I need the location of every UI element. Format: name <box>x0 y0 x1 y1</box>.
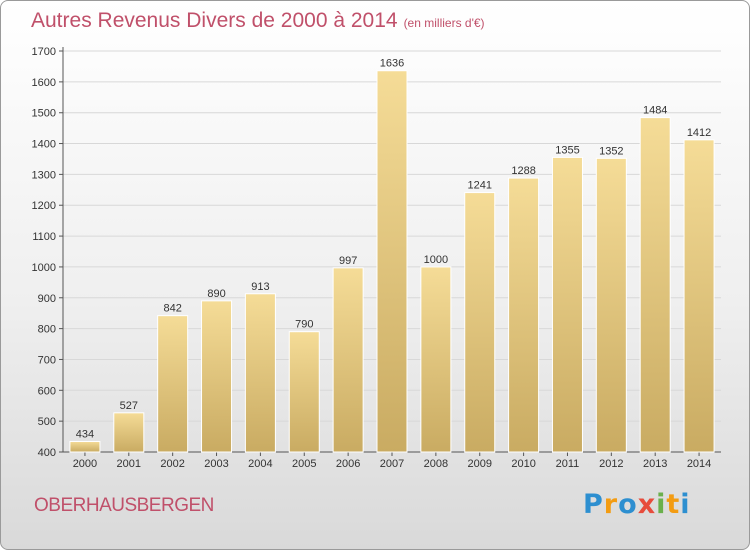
x-tick-label-2008: 2008 <box>424 458 448 470</box>
logo-letter: o <box>618 489 638 520</box>
value-label-2009: 1241 <box>467 180 491 192</box>
x-tick-label-2013: 2013 <box>643 458 667 470</box>
y-tick-label: 400 <box>38 447 56 459</box>
bar-2006 <box>332 267 364 453</box>
y-tick-label: 1200 <box>32 200 56 212</box>
y-tick-label: 800 <box>38 324 56 336</box>
value-label-2013: 1484 <box>643 105 667 117</box>
logo-letter: t <box>666 489 681 520</box>
data-labels: 434 527 842 890 913 790 997 1636 1000 1241 1288 135… <box>76 58 712 441</box>
title-text: Autres Revenus Divers de 2000 à 2014 <box>31 9 398 32</box>
value-label-2000: 434 <box>76 429 94 441</box>
chart-title: Autres Revenus Divers de 2000 à 2014 (en … <box>31 9 485 33</box>
value-label-2001: 527 <box>120 400 138 412</box>
y-tick-label: 1400 <box>32 139 56 151</box>
value-label-2011: 1355 <box>555 144 579 156</box>
logo-letter: P <box>583 489 604 520</box>
value-label-2014: 1412 <box>687 127 711 139</box>
y-tick-label: 1100 <box>32 231 56 243</box>
x-tick-label-2012: 2012 <box>599 458 623 470</box>
logo-letter: r <box>603 489 619 520</box>
y-tick-label: 1500 <box>32 108 56 120</box>
bar-2009 <box>464 192 496 453</box>
y-tick-label: 600 <box>38 385 56 397</box>
y-tick-label: 1600 <box>32 77 56 89</box>
x-tick-label-2002: 2002 <box>160 458 184 470</box>
bar-2010 <box>508 177 540 453</box>
value-label-2010: 1288 <box>511 165 535 177</box>
bar-2005 <box>288 331 320 453</box>
bar-2000 <box>69 441 101 453</box>
bar-2012 <box>595 157 627 453</box>
value-label-2003: 890 <box>207 288 225 300</box>
bar-2011 <box>551 156 583 453</box>
bar-2008 <box>420 266 452 453</box>
y-tick-label: 1700 <box>32 46 56 58</box>
bar-2003 <box>201 300 233 453</box>
city-name: OBERHAUSBERGEN <box>34 495 214 516</box>
x-tick-label-2010: 2010 <box>511 458 535 470</box>
y-tick-label: 1300 <box>32 169 56 181</box>
value-label-2012: 1352 <box>599 145 623 157</box>
bar-2007 <box>376 70 408 453</box>
logo-letter: i <box>680 489 691 520</box>
x-tick-label-2001: 2001 <box>117 458 141 470</box>
bar-2014 <box>683 139 715 453</box>
value-label-2007: 1636 <box>380 58 404 70</box>
logo-letter: x <box>637 489 657 520</box>
bar-2004 <box>244 293 276 453</box>
value-label-2002: 842 <box>163 303 181 315</box>
proxiti-logo[interactable]: Proxiti <box>583 489 691 520</box>
bar-2002 <box>157 315 189 453</box>
y-tick-label: 1000 <box>32 262 56 274</box>
x-tick-label-2005: 2005 <box>292 458 316 470</box>
x-tick-label-2009: 2009 <box>467 458 491 470</box>
bar-2013 <box>639 117 671 453</box>
x-tick-label-2011: 2011 <box>556 458 580 470</box>
value-label-2008: 1000 <box>424 254 448 266</box>
bars <box>69 70 715 453</box>
value-label-2004: 913 <box>251 281 269 293</box>
x-tick-label-2007: 2007 <box>380 458 404 470</box>
x-tick-label-2003: 2003 <box>204 458 228 470</box>
y-tick-label: 900 <box>38 293 56 305</box>
title-unit: (en milliers d'€) <box>403 16 485 30</box>
x-tick-label-2006: 2006 <box>336 458 360 470</box>
x-tick-label-2004: 2004 <box>248 458 272 470</box>
x-tick-label-2014: 2014 <box>687 458 711 470</box>
x-tick-label-2000: 2000 <box>73 458 97 470</box>
bar-2001 <box>113 412 145 453</box>
y-tick-label: 700 <box>38 354 56 366</box>
value-label-2005: 790 <box>295 319 313 331</box>
value-label-2006: 997 <box>339 255 357 267</box>
y-tick-label: 500 <box>38 416 56 428</box>
logo-letter: i <box>656 489 667 520</box>
